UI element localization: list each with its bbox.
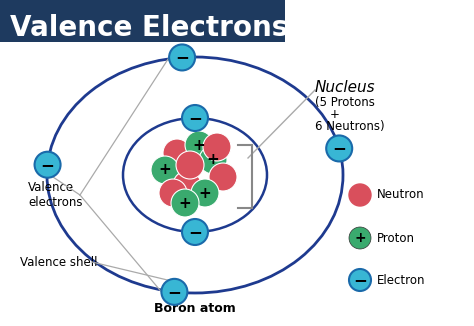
Text: +: +: [192, 138, 205, 153]
Text: +: +: [207, 153, 219, 168]
Circle shape: [209, 163, 237, 191]
Text: −: −: [167, 283, 182, 301]
Text: −: −: [353, 271, 367, 289]
Text: Neutron: Neutron: [377, 188, 425, 201]
Circle shape: [203, 133, 231, 161]
Text: −: −: [175, 49, 189, 67]
Text: +: +: [315, 108, 340, 121]
Text: Boron atom: Boron atom: [154, 302, 236, 315]
Text: Nucleus: Nucleus: [315, 80, 375, 95]
Circle shape: [176, 151, 204, 179]
Text: −: −: [41, 156, 55, 174]
Text: +: +: [354, 231, 366, 245]
Circle shape: [191, 179, 219, 207]
Text: −: −: [188, 223, 202, 241]
Circle shape: [35, 152, 61, 178]
Circle shape: [162, 279, 187, 305]
Text: Valence Electrons: Valence Electrons: [10, 14, 288, 42]
Circle shape: [173, 171, 201, 199]
Text: +: +: [199, 185, 211, 200]
Text: Valence
electrons: Valence electrons: [28, 181, 82, 209]
Text: 6 Neutrons): 6 Neutrons): [315, 120, 384, 133]
Circle shape: [151, 156, 179, 184]
FancyBboxPatch shape: [0, 0, 285, 42]
Circle shape: [326, 136, 352, 161]
Circle shape: [163, 139, 191, 167]
Text: (5 Protons: (5 Protons: [315, 96, 375, 109]
Text: Electron: Electron: [377, 274, 426, 287]
Circle shape: [185, 131, 213, 159]
Circle shape: [199, 146, 227, 174]
Text: +: +: [179, 196, 191, 211]
Circle shape: [182, 105, 208, 131]
Text: Proton: Proton: [377, 231, 415, 244]
Circle shape: [349, 184, 371, 206]
Circle shape: [171, 189, 199, 217]
Text: −: −: [332, 140, 346, 157]
Circle shape: [182, 219, 208, 245]
Circle shape: [159, 179, 187, 207]
Text: +: +: [159, 162, 172, 177]
Circle shape: [169, 44, 195, 70]
Text: −: −: [188, 109, 202, 127]
Circle shape: [349, 227, 371, 249]
Text: Valence shell: Valence shell: [20, 256, 98, 269]
Circle shape: [349, 269, 371, 291]
